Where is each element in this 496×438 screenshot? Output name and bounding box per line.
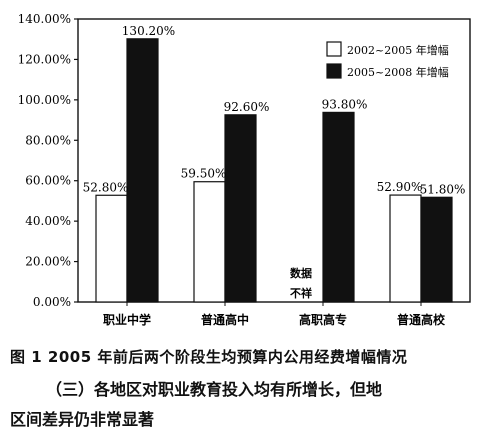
paragraph-line-1: （三）各地区对职业教育投入均有所增长，但地 (46, 380, 383, 399)
bar-value-label: 52.90% (377, 180, 423, 194)
y-tick-label: 140.00% (18, 12, 71, 26)
x-tick-label: 职业中学 (103, 312, 151, 327)
paragraph-line-2: 区间差异仍非常显著 (10, 410, 155, 429)
bar-value-label: 92.60% (224, 100, 270, 114)
bar-period-2 (126, 38, 159, 303)
legend-label: 2002~2005 年增幅 (347, 43, 449, 57)
missing-note-text: 数据 (290, 266, 312, 280)
y-tick-label: 80.00% (25, 133, 71, 147)
bar-chart: 0.00% 20.00% 40.00% 60.00% 80.00% 100.00% 120.… (18, 12, 471, 327)
x-axis-labels: 职业中学 普通高中 高职高专 普通高校 (103, 302, 446, 327)
y-tick-label: 100.00% (18, 93, 71, 107)
legend-swatch (326, 41, 342, 57)
bar-value-label: 59.50% (181, 167, 227, 181)
data-labels: 52.80% 130.20% 59.50% 92.60% 93.80% 52.90%51.… (83, 24, 466, 196)
bar-period-1 (95, 194, 128, 303)
y-tick-label: 40.00% (25, 214, 71, 228)
chart-legend: 2002~2005 年增幅 2005~2008 年增幅 (326, 41, 449, 79)
y-tick-label: 60.00% (25, 174, 71, 188)
bar-value-label: 93.80% (322, 97, 368, 111)
legend-label: 2005~2008 年增幅 (347, 65, 449, 79)
legend-swatch (326, 63, 342, 79)
bar-period-1 (389, 194, 422, 303)
y-tick-label: 20.00% (25, 255, 71, 269)
x-tick-label: 普通高中 (201, 312, 249, 327)
figure-caption: 图 1 2005 年前后两个阶段生均预算内公用经费增幅情况 (10, 348, 408, 366)
y-tick-label: 120.00% (18, 52, 71, 66)
bar-value-label: 51.80% (420, 182, 466, 196)
bar-value-label: 130.20% (122, 24, 175, 38)
x-tick-label: 高职高专 (299, 312, 347, 327)
plot-frame (77, 18, 471, 303)
x-tick-label: 普通高校 (397, 312, 446, 327)
chart-axes (77, 18, 471, 303)
bar-value-label: 52.80% (83, 180, 129, 194)
y-tick-label: 0.00% (33, 295, 71, 309)
bar-period-2 (322, 111, 355, 303)
chart-bars (95, 38, 453, 303)
y-axis-ticks: 0.00% 20.00% 40.00% 60.00% 80.00% 100.00% 120.… (18, 12, 78, 309)
bar-period-2 (420, 196, 453, 303)
missing-note-text: 不祥 (290, 286, 312, 300)
bar-period-2 (224, 114, 257, 303)
bar-period-1 (193, 181, 226, 303)
